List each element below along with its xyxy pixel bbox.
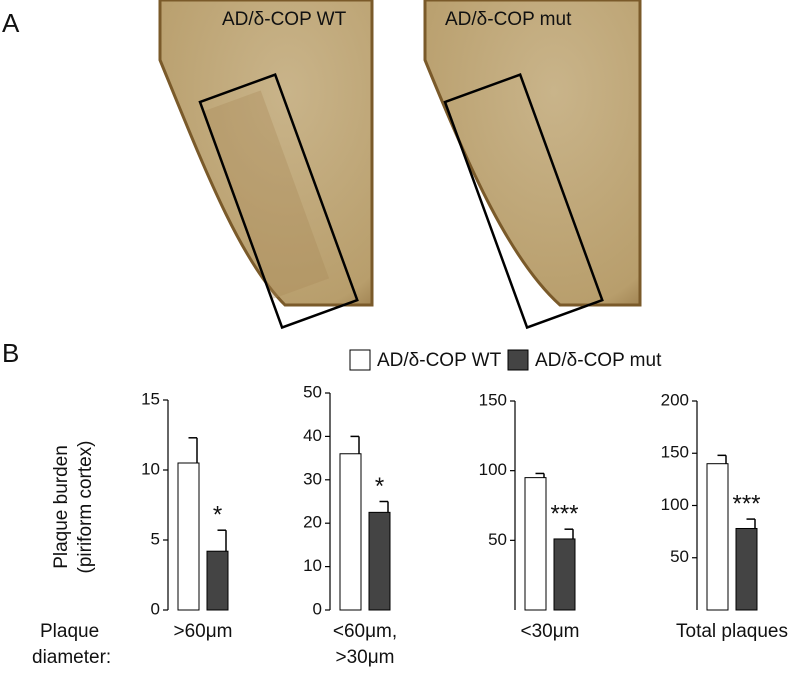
bar: [339, 453, 362, 611]
y-tick-label: 200: [661, 390, 689, 409]
y-tick-label: 150: [479, 390, 507, 409]
panel-label: A: [2, 8, 20, 38]
y-tick-label: 0: [151, 599, 160, 618]
micrograph-wt: [158, 0, 374, 330]
panel-label: B: [2, 338, 19, 368]
y-tick-label: 5: [151, 529, 160, 548]
legend-label: AD/δ-COP mut: [535, 350, 662, 371]
legend-label: AD/δ-COP WT: [377, 350, 502, 371]
y-tick-label: 100: [661, 495, 689, 514]
x-tick-label: Total plaques: [676, 621, 788, 642]
y-axis-label: (piriform cortex): [75, 440, 96, 573]
y-tick-label: 150: [661, 443, 689, 462]
x-tick-label: <60μm,: [333, 621, 397, 642]
bar: [206, 550, 229, 611]
y-tick-label: 30: [303, 469, 322, 488]
bar: [524, 477, 547, 611]
y-tick-label: 10: [141, 459, 160, 478]
bar: [553, 538, 576, 611]
x-axis-title: diameter:: [32, 647, 111, 668]
significance: *: [375, 473, 384, 500]
y-tick-label: 15: [141, 389, 160, 408]
bar: [735, 527, 758, 611]
bar: [177, 462, 200, 611]
y-tick-label: 50: [670, 547, 689, 566]
x-tick-label: >60μm: [173, 621, 232, 642]
bar: [706, 463, 729, 611]
y-axis-label: Plaque burden: [51, 445, 72, 569]
y-tick-label: 50: [488, 530, 507, 549]
x-axis-title: Plaque: [40, 621, 99, 642]
image-label: AD/δ-COP mut: [445, 9, 572, 30]
y-tick-label: 0: [313, 599, 322, 618]
image-label: AD/δ-COP WT: [222, 9, 347, 30]
significance: ***: [550, 501, 578, 528]
bar: [368, 511, 391, 611]
y-tick-label: 20: [303, 513, 322, 532]
y-tick-label: 40: [303, 426, 322, 445]
legend-swatch: [507, 349, 529, 371]
y-tick-label: 100: [479, 460, 507, 479]
x-tick-label: >30μm: [335, 647, 394, 668]
y-tick-label: 10: [303, 556, 322, 575]
significance: *: [213, 502, 222, 529]
y-tick-label: 50: [303, 382, 322, 401]
micrograph-mut: [423, 0, 642, 330]
significance: ***: [732, 490, 760, 517]
x-tick-label: <30μm: [520, 621, 579, 642]
legend-swatch: [349, 349, 371, 371]
